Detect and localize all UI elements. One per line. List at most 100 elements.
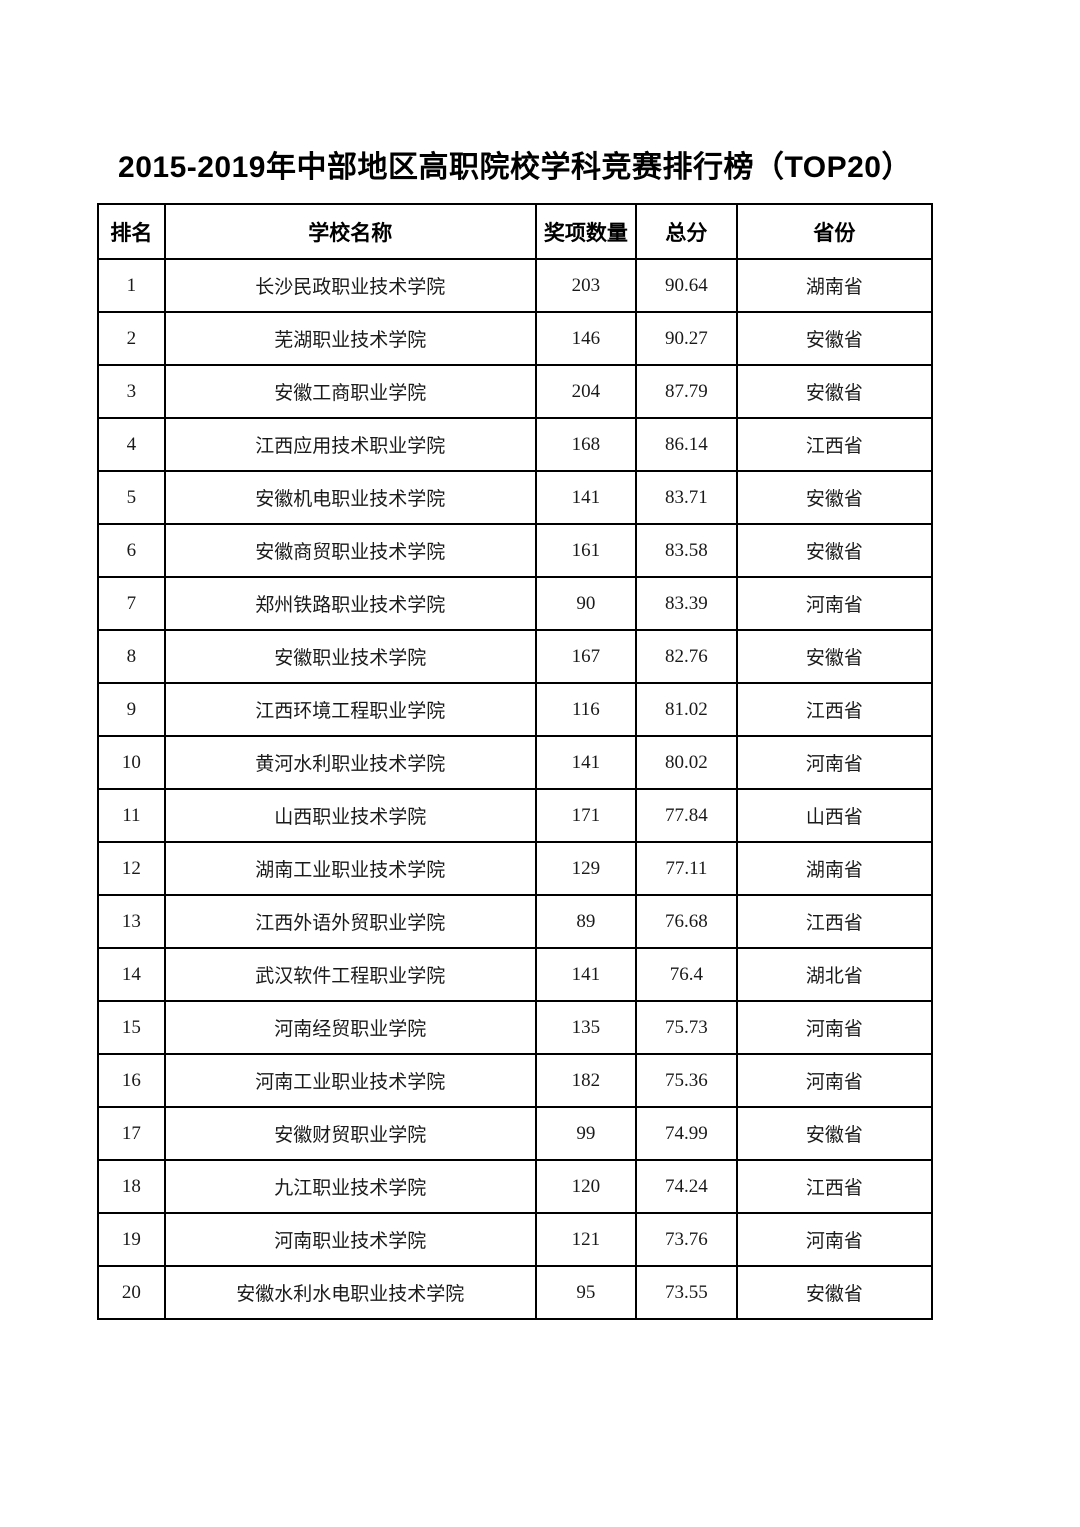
cell-total-score: 90.64	[634, 258, 738, 313]
cell-total-score: 75.36	[634, 1053, 738, 1108]
cell-rank: 14	[97, 947, 166, 1002]
table-body: 1 长沙民政职业技术学院 203 90.64 湖南省 2 芜湖职业技术学院 146 90.27 安…	[97, 258, 934, 1320]
cell-rank: 19	[97, 1212, 166, 1267]
cell-school-name: 河南工业职业技术学院	[163, 1053, 537, 1108]
cell-school-name: 河南职业技术学院	[163, 1212, 537, 1267]
cell-rank: 11	[97, 788, 166, 843]
cell-total-score: 82.76	[634, 629, 738, 684]
cell-award-count: 129	[534, 841, 637, 896]
cell-school-name: 武汉软件工程职业学院	[163, 947, 537, 1002]
table-row: 4 江西应用技术职业学院 168 86.14 江西省	[97, 417, 934, 472]
cell-province: 安徽省	[735, 1265, 934, 1320]
cell-total-score: 75.73	[634, 1000, 738, 1055]
cell-award-count: 121	[534, 1212, 637, 1267]
table-header: 排名 学校名称 奖项数量 总分 省份	[97, 203, 934, 260]
cell-total-score: 81.02	[634, 682, 738, 737]
cell-rank: 2	[97, 311, 166, 366]
cell-school-name: 安徽职业技术学院	[163, 629, 537, 684]
table-row: 13 江西外语外贸职业学院 89 76.68 江西省	[97, 894, 934, 949]
cell-award-count: 161	[534, 523, 637, 578]
cell-award-count: 182	[534, 1053, 637, 1108]
header-cell-province: 省份	[735, 203, 934, 260]
cell-award-count: 116	[534, 682, 637, 737]
cell-rank: 12	[97, 841, 166, 896]
cell-rank: 17	[97, 1106, 166, 1161]
table-row: 18 九江职业技术学院 120 74.24 江西省	[97, 1159, 934, 1214]
cell-award-count: 120	[534, 1159, 637, 1214]
cell-award-count: 99	[534, 1106, 637, 1161]
cell-total-score: 90.27	[634, 311, 738, 366]
table-row: 6 安徽商贸职业技术学院 161 83.58 安徽省	[97, 523, 934, 578]
cell-province: 河南省	[735, 1053, 934, 1108]
cell-school-name: 长沙民政职业技术学院	[163, 258, 537, 313]
cell-province: 湖南省	[735, 841, 934, 896]
cell-total-score: 80.02	[634, 735, 738, 790]
cell-school-name: 郑州铁路职业技术学院	[163, 576, 537, 631]
cell-award-count: 171	[534, 788, 637, 843]
cell-award-count: 141	[534, 947, 637, 1002]
cell-province: 安徽省	[735, 364, 934, 419]
cell-school-name: 山西职业技术学院	[163, 788, 537, 843]
cell-school-name: 芜湖职业技术学院	[163, 311, 537, 366]
cell-rank: 1	[97, 258, 166, 313]
cell-total-score: 86.14	[634, 417, 738, 472]
cell-rank: 13	[97, 894, 166, 949]
table-row: 10 黄河水利职业技术学院 141 80.02 河南省	[97, 735, 934, 790]
cell-rank: 4	[97, 417, 166, 472]
cell-province: 河南省	[735, 1212, 934, 1267]
cell-school-name: 安徽机电职业技术学院	[163, 470, 537, 525]
cell-rank: 8	[97, 629, 166, 684]
table-row: 15 河南经贸职业学院 135 75.73 河南省	[97, 1000, 934, 1055]
table-row: 17 安徽财贸职业学院 99 74.99 安徽省	[97, 1106, 934, 1161]
cell-award-count: 89	[534, 894, 637, 949]
cell-school-name: 安徽财贸职业学院	[163, 1106, 537, 1161]
cell-rank: 10	[97, 735, 166, 790]
header-cell-school-name: 学校名称	[163, 203, 537, 260]
cell-province: 江西省	[735, 894, 934, 949]
table-row: 12 湖南工业职业技术学院 129 77.11 湖南省	[97, 841, 934, 896]
cell-rank: 15	[97, 1000, 166, 1055]
cell-total-score: 76.68	[634, 894, 738, 949]
cell-award-count: 141	[534, 470, 637, 525]
cell-award-count: 146	[534, 311, 637, 366]
cell-province: 湖北省	[735, 947, 934, 1002]
cell-total-score: 73.55	[634, 1265, 738, 1320]
table-row: 19 河南职业技术学院 121 73.76 河南省	[97, 1212, 934, 1267]
cell-province: 安徽省	[735, 311, 934, 366]
cell-total-score: 87.79	[634, 364, 738, 419]
cell-rank: 3	[97, 364, 166, 419]
table-row: 9 江西环境工程职业学院 116 81.02 江西省	[97, 682, 934, 737]
cell-total-score: 83.58	[634, 523, 738, 578]
cell-rank: 20	[97, 1265, 166, 1320]
cell-province: 湖南省	[735, 258, 934, 313]
cell-school-name: 江西应用技术职业学院	[163, 417, 537, 472]
table-row: 20 安徽水利水电职业技术学院 95 73.55 安徽省	[97, 1265, 934, 1320]
cell-award-count: 203	[534, 258, 637, 313]
cell-school-name: 安徽工商职业学院	[163, 364, 537, 419]
cell-rank: 16	[97, 1053, 166, 1108]
cell-province: 河南省	[735, 576, 934, 631]
cell-total-score: 74.99	[634, 1106, 738, 1161]
cell-province: 河南省	[735, 1000, 934, 1055]
cell-total-score: 74.24	[634, 1159, 738, 1214]
cell-award-count: 167	[534, 629, 637, 684]
cell-total-score: 83.39	[634, 576, 738, 631]
table-row: 7 郑州铁路职业技术学院 90 83.39 河南省	[97, 576, 934, 631]
cell-school-name: 湖南工业职业技术学院	[163, 841, 537, 896]
cell-rank: 5	[97, 470, 166, 525]
header-cell-award-count: 奖项数量	[534, 203, 637, 260]
cell-award-count: 204	[534, 364, 637, 419]
cell-award-count: 95	[534, 1265, 637, 1320]
table-row: 14 武汉软件工程职业学院 141 76.4 湖北省	[97, 947, 934, 1002]
cell-school-name: 江西环境工程职业学院	[163, 682, 537, 737]
ranking-table: 排名 学校名称 奖项数量 总分 省份 1 长沙民政职业技术学院 203 90.64 湖南省 2 芜湖…	[97, 203, 934, 1320]
cell-rank: 18	[97, 1159, 166, 1214]
cell-province: 江西省	[735, 1159, 934, 1214]
cell-rank: 9	[97, 682, 166, 737]
cell-school-name: 黄河水利职业技术学院	[163, 735, 537, 790]
cell-school-name: 安徽水利水电职业技术学院	[163, 1265, 537, 1320]
cell-school-name: 九江职业技术学院	[163, 1159, 537, 1214]
cell-school-name: 江西外语外贸职业学院	[163, 894, 537, 949]
table-row: 1 长沙民政职业技术学院 203 90.64 湖南省	[97, 258, 934, 313]
cell-award-count: 90	[534, 576, 637, 631]
